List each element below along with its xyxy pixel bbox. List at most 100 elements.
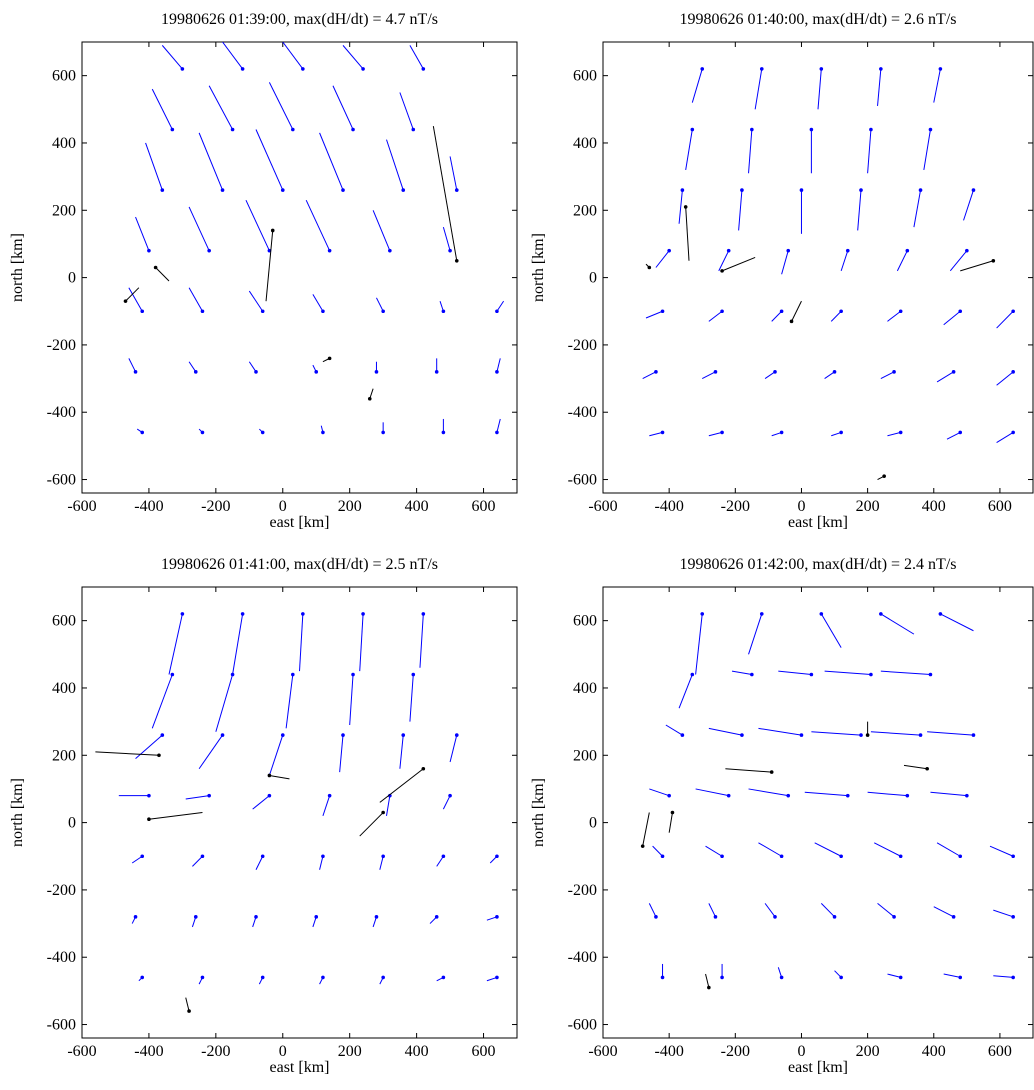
station-dot (773, 915, 777, 919)
vector (933, 68, 941, 103)
y-tick-label: 400 (52, 135, 76, 152)
station-dot (160, 188, 165, 192)
vector (248, 361, 257, 373)
axes-box (81, 41, 518, 494)
y-tick-label: -400 (47, 949, 76, 966)
station-dot (938, 67, 943, 71)
station-dot (123, 299, 128, 303)
vector (933, 906, 954, 918)
y-axis-label: north [km] (530, 233, 547, 302)
station-dot (421, 612, 426, 616)
vector (764, 371, 776, 379)
vector (877, 68, 882, 106)
station-dot (845, 793, 850, 798)
vector (269, 774, 290, 780)
vector (442, 795, 451, 810)
station-dot (341, 188, 345, 192)
station-dot (898, 975, 903, 980)
vector (758, 842, 782, 857)
station-dot (441, 854, 446, 859)
y-axis-label: north [km] (9, 778, 26, 847)
vector (379, 768, 424, 803)
station-dot (361, 612, 365, 616)
station-dot (654, 915, 658, 919)
station-dot (1011, 370, 1015, 374)
vector (943, 973, 961, 978)
vector (655, 250, 670, 268)
vector (419, 613, 424, 668)
vector (642, 371, 657, 380)
station-dot (381, 309, 385, 314)
vector (764, 903, 776, 918)
vector (754, 68, 763, 110)
station-dot (958, 975, 963, 980)
x-tick-label: 600 (472, 1043, 496, 1060)
vector (232, 613, 244, 675)
station-dot (454, 258, 459, 263)
vector (748, 788, 789, 797)
station-dot (789, 319, 794, 324)
station-dot (809, 127, 814, 132)
station-dot (140, 309, 145, 314)
station-dot (495, 915, 499, 919)
y-tick-label: 200 (573, 202, 597, 219)
station-dot (341, 733, 345, 737)
vector (678, 190, 683, 224)
station-dot (839, 430, 843, 435)
vector (359, 812, 384, 837)
station-dot (905, 248, 910, 253)
station-dot (147, 248, 151, 253)
vector (285, 674, 294, 729)
station-dot (411, 127, 416, 132)
vector (936, 842, 961, 857)
vector (145, 142, 163, 191)
station-dot (700, 612, 705, 616)
station-dot (640, 844, 645, 848)
station-dot (799, 733, 804, 737)
vector (386, 139, 404, 191)
axes-box (602, 41, 1034, 494)
station-dot (367, 396, 372, 401)
station-dot (381, 810, 385, 815)
vector (685, 129, 693, 170)
y-tick-label: 400 (573, 135, 597, 152)
station-dot (898, 430, 903, 435)
vector (372, 210, 391, 251)
station-dot (882, 474, 886, 478)
station-dot (193, 370, 198, 374)
vector (817, 68, 822, 110)
vector (151, 674, 173, 729)
station-dot (321, 975, 325, 980)
vector (758, 727, 802, 736)
y-tick-label: 600 (573, 613, 597, 630)
x-tick-label: -600 (67, 498, 96, 515)
vector (820, 613, 842, 648)
station-dot (928, 672, 933, 677)
vector (887, 310, 901, 322)
plot-area (640, 612, 1015, 990)
station-dot (898, 854, 903, 859)
vector (188, 206, 210, 251)
vector (496, 358, 501, 372)
station-dot (401, 188, 406, 192)
vector (748, 129, 753, 174)
station-dot (859, 188, 863, 192)
station-dot (140, 975, 145, 980)
vector (993, 975, 1014, 978)
vector (319, 132, 344, 191)
plot-area (642, 67, 1015, 480)
vector (880, 371, 895, 380)
station-dot (260, 430, 265, 435)
x-tick-label: -400 (134, 1043, 163, 1060)
vector (248, 290, 264, 312)
chart-title: 19980626 01:42:00, max(dH/dt) = 2.4 nT/s (679, 556, 956, 573)
y-tick-label: -600 (47, 1017, 76, 1034)
vector (685, 206, 690, 261)
y-axis-label: north [km] (9, 233, 26, 302)
chart-title: 19980626 01:41:00, max(dH/dt) = 2.5 nT/s (161, 556, 438, 573)
station-dot (654, 370, 658, 374)
station-dot (351, 672, 355, 677)
vector (185, 997, 190, 1012)
x-tick-label: 600 (988, 498, 1012, 515)
station-dot (267, 793, 272, 798)
